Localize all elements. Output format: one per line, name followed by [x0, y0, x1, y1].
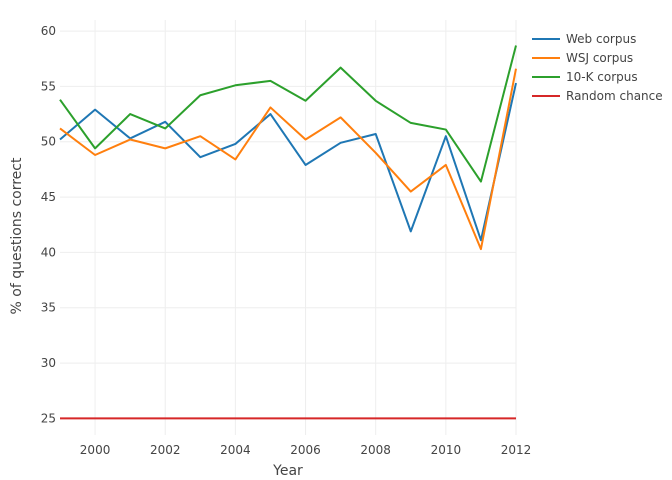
legend-item-10-k-corpus[interactable]: 10-K corpus [532, 70, 638, 84]
x-tick-label: 2010 [431, 443, 462, 457]
x-tick-label: 2006 [290, 443, 321, 457]
x-tick-label: 2000 [80, 443, 111, 457]
x-tick-label: 2008 [360, 443, 391, 457]
grid-lines [60, 20, 517, 435]
series-lines [59, 45, 517, 420]
legend-label: 10-K corpus [566, 70, 638, 84]
series-line-10-k-corpus [59, 45, 517, 183]
y-axis-title: % of questions correct [9, 157, 25, 314]
x-tick-label: 2002 [150, 443, 181, 457]
y-tick-label: 45 [41, 190, 56, 204]
y-tick-label: 25 [41, 411, 56, 425]
y-axis-ticks: 25 30 35 40 45 50 55 60 [41, 24, 56, 425]
x-axis-title: Year [272, 463, 303, 479]
legend-item-web-corpus[interactable]: Web corpus [532, 32, 636, 46]
y-tick-label: 60 [41, 24, 56, 38]
series-line-wsj-corpus [59, 68, 517, 251]
legend-label: WSJ corpus [566, 51, 633, 65]
legend-item-random-chance[interactable]: Random chance [532, 89, 663, 103]
y-tick-label: 55 [41, 79, 56, 93]
x-tick-label: 2004 [220, 443, 251, 457]
x-tick-label: 2012 [501, 443, 532, 457]
x-axis-ticks: 2000 2002 2004 2006 2008 2010 2012 [80, 443, 531, 457]
y-tick-label: 30 [41, 356, 56, 370]
legend-label: Web corpus [566, 32, 636, 46]
y-tick-label: 50 [41, 135, 56, 149]
y-tick-label: 40 [41, 245, 56, 259]
y-tick-label: 35 [41, 301, 56, 315]
series-line-web-corpus [59, 82, 517, 242]
legend[interactable]: Web corpus WSJ corpus 10-K corpus Random ch… [532, 32, 663, 103]
legend-item-wsj-corpus[interactable]: WSJ corpus [532, 51, 633, 65]
legend-label: Random chance [566, 89, 663, 103]
